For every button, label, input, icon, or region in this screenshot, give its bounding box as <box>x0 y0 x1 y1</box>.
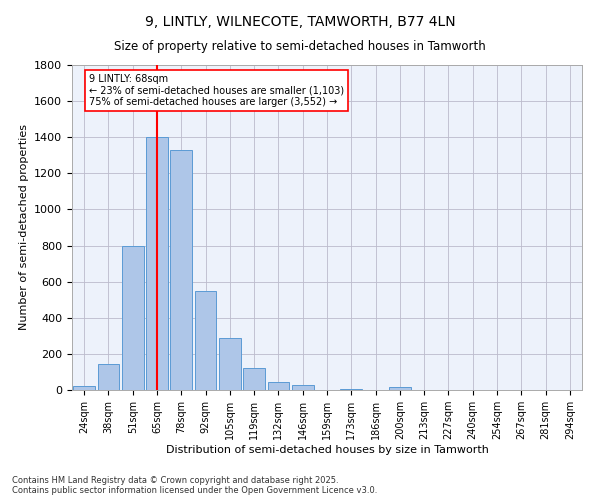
Text: Contains HM Land Registry data © Crown copyright and database right 2025.
Contai: Contains HM Land Registry data © Crown c… <box>12 476 377 495</box>
Bar <box>73 386 95 390</box>
Y-axis label: Number of semi-detached properties: Number of semi-detached properties <box>19 124 29 330</box>
Bar <box>268 382 289 390</box>
Bar <box>97 364 119 390</box>
Bar <box>340 388 362 390</box>
Text: Size of property relative to semi-detached houses in Tamworth: Size of property relative to semi-detach… <box>114 40 486 53</box>
Text: 9, LINTLY, WILNECOTE, TAMWORTH, B77 4LN: 9, LINTLY, WILNECOTE, TAMWORTH, B77 4LN <box>145 15 455 29</box>
Bar <box>170 150 192 390</box>
Text: 9 LINTLY: 68sqm
← 23% of semi-detached houses are smaller (1,103)
75% of semi-de: 9 LINTLY: 68sqm ← 23% of semi-detached h… <box>89 74 344 107</box>
Bar <box>243 368 265 390</box>
Bar <box>292 386 314 390</box>
X-axis label: Distribution of semi-detached houses by size in Tamworth: Distribution of semi-detached houses by … <box>166 445 488 455</box>
Bar <box>194 290 217 390</box>
Bar <box>146 137 168 390</box>
Bar <box>122 246 143 390</box>
Bar <box>219 338 241 390</box>
Bar <box>389 388 411 390</box>
